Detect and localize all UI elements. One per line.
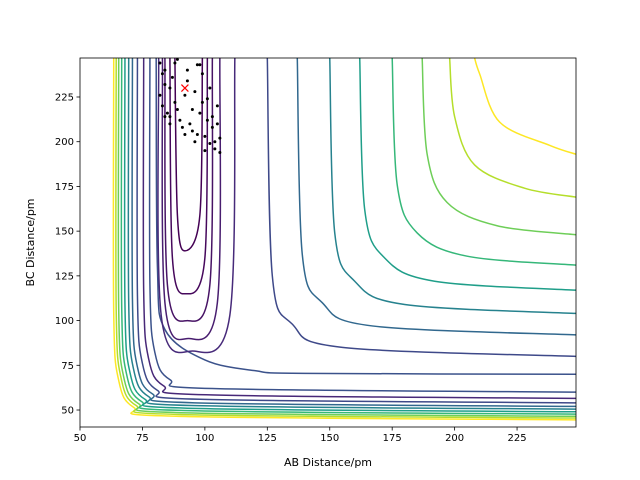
trajectory-point	[210, 115, 214, 119]
trajectory-point	[160, 104, 164, 108]
contour-line	[266, 58, 576, 358]
trajectory-point	[193, 140, 197, 144]
trajectory-point	[163, 115, 167, 119]
contour-line	[164, 58, 214, 322]
contour-line	[174, 58, 204, 252]
contour-line	[115, 58, 576, 419]
trajectory-point	[208, 86, 212, 90]
y-tick-label: 100	[55, 316, 74, 327]
trajectory-point	[175, 58, 179, 61]
x-tick-label: 150	[320, 433, 339, 444]
trajectory-point	[183, 93, 187, 97]
x-tick-label: 50	[74, 433, 87, 444]
trajectory-point	[170, 75, 174, 79]
contour-line	[155, 58, 576, 375]
trajectory-point	[193, 90, 197, 94]
trajectory-point	[203, 149, 207, 153]
axes-frame	[79, 57, 577, 428]
trajectory-point	[173, 100, 177, 104]
contour-line	[127, 58, 576, 410]
trajectory-point	[190, 129, 194, 133]
x-tick-label: 200	[445, 433, 464, 444]
y-tick-label: 75	[61, 361, 74, 372]
trajectory-point	[175, 108, 179, 112]
trajectory-point	[190, 108, 194, 112]
y-axis-label: BC Distance/pm	[24, 198, 37, 286]
trajectory-point	[195, 63, 199, 67]
trajectory-point	[200, 100, 204, 104]
trajectory-point	[158, 61, 162, 65]
plot-area	[112, 58, 576, 421]
x-tick-label: 100	[195, 433, 214, 444]
x-tick-label: 225	[508, 433, 527, 444]
contour-line	[296, 58, 576, 336]
contour-line	[169, 58, 209, 295]
x-tick-label: 125	[258, 433, 277, 444]
y-tick-label: 50	[61, 406, 74, 417]
contour-line	[117, 58, 576, 418]
trajectory-point	[198, 111, 202, 115]
trajectory-point	[218, 150, 222, 154]
trajectory-point	[205, 118, 209, 122]
trajectory-point	[183, 133, 187, 137]
start-marker	[180, 84, 189, 92]
contour-line	[157, 58, 236, 354]
contour-line	[123, 58, 576, 413]
contour-line	[120, 58, 576, 415]
trajectory-point	[178, 118, 182, 122]
x-axis-label: AB Distance/pm	[284, 456, 372, 469]
trajectory-point	[198, 63, 202, 67]
contour-line	[148, 58, 576, 393]
trajectory-point	[163, 68, 167, 72]
trajectory-point	[200, 72, 204, 76]
trajectory-point	[205, 97, 209, 101]
trajectory-point	[185, 79, 189, 83]
trajectory-point	[173, 61, 177, 65]
trajectory-point	[208, 141, 212, 145]
contour-line	[448, 58, 576, 198]
trajectory-point	[160, 72, 164, 76]
contour-line	[136, 58, 576, 404]
trajectory-point	[203, 134, 207, 138]
y-tick-label: 150	[55, 227, 74, 238]
contour-line	[112, 58, 576, 421]
contour-line	[358, 58, 576, 291]
trajectory-point	[168, 86, 172, 90]
x-tick-label: 75	[136, 433, 149, 444]
trajectory-point	[215, 104, 219, 108]
trajectory-point	[180, 125, 184, 129]
trajectory-point	[215, 122, 219, 126]
trajectory-point	[168, 115, 172, 119]
contour-line	[421, 58, 576, 236]
trajectory-point	[158, 93, 162, 97]
trajectory-point	[188, 122, 192, 126]
y-tick-label: 175	[55, 182, 74, 193]
trajectory-point	[168, 122, 172, 126]
trajectory-point	[218, 136, 222, 140]
trajectory-point	[163, 82, 167, 86]
y-tick-label: 125	[55, 271, 74, 282]
y-tick-label: 225	[55, 92, 74, 103]
contour-line	[131, 58, 576, 408]
contour-line	[161, 58, 222, 341]
trajectory-point	[165, 111, 169, 115]
x-tick-label: 175	[383, 433, 402, 444]
trajectory-point	[213, 140, 217, 144]
trajectory-point	[185, 68, 189, 72]
contour-line	[328, 58, 576, 315]
trajectory-point	[213, 147, 217, 151]
trajectory-point	[195, 133, 199, 137]
trajectory-point	[210, 125, 214, 129]
contour-line	[391, 58, 576, 266]
contour-line	[142, 58, 576, 400]
contour-line	[473, 58, 576, 155]
y-tick-label: 200	[55, 137, 74, 148]
